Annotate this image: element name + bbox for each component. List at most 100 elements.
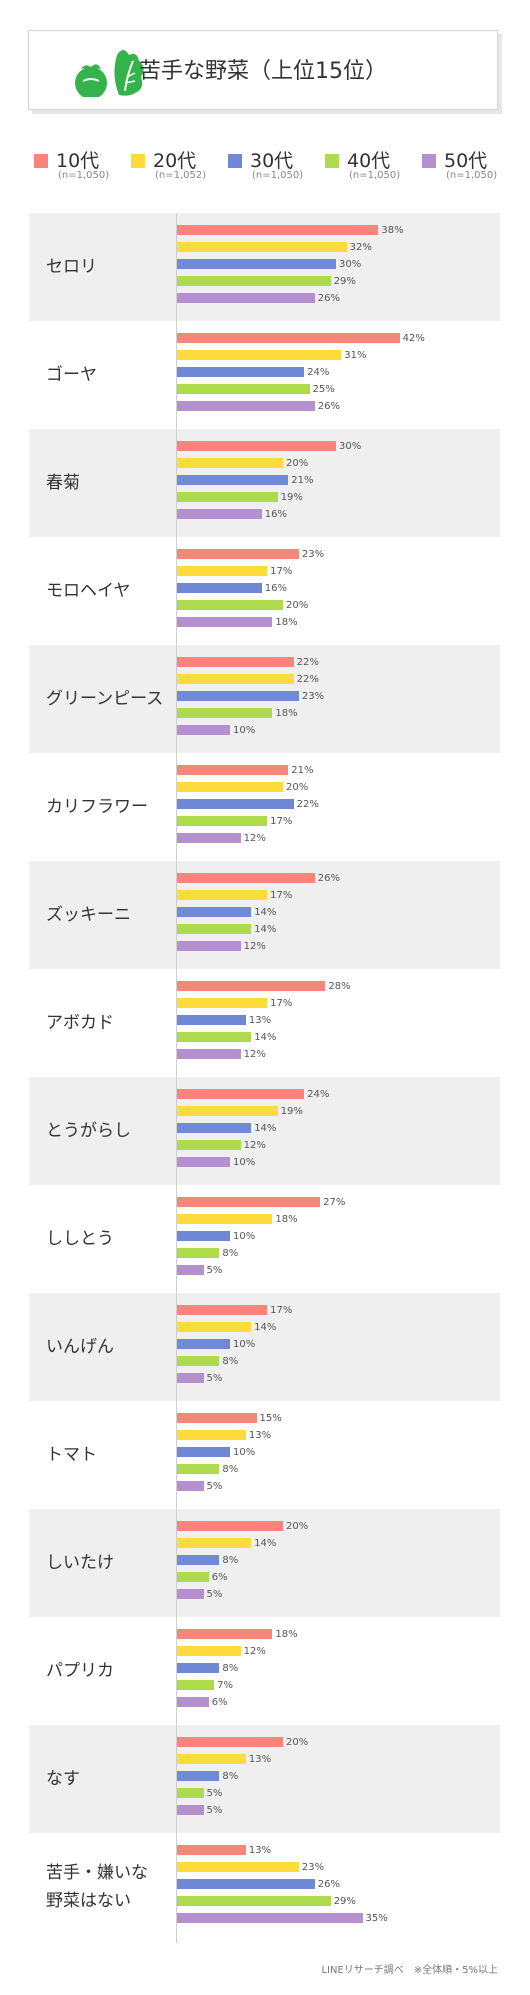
value-label: 20%: [286, 782, 309, 793]
bar-10s: [177, 1413, 257, 1423]
bar-30s: [177, 1015, 246, 1025]
bar-40s: [177, 1572, 209, 1582]
value-label: 20%: [286, 458, 309, 469]
value-label: 14%: [254, 1032, 277, 1043]
category-label: 野菜はない: [46, 1891, 131, 1911]
bar-30s: [177, 1339, 230, 1349]
vegetable-icon: [75, 50, 144, 97]
value-label: 6%: [211, 1697, 228, 1708]
bar-30s: [177, 1555, 220, 1565]
value-label: 30%: [339, 441, 362, 452]
value-label: 12%: [243, 941, 266, 952]
value-label: 8%: [222, 1771, 239, 1782]
legend-sample-size: (n=1,050): [58, 170, 110, 181]
value-label: 23%: [301, 1862, 325, 1873]
value-label: 6%: [211, 1572, 228, 1583]
bar-40s: [177, 276, 331, 286]
bar-50s: [177, 401, 315, 411]
bar-20s: [177, 1322, 252, 1332]
value-label: 29%: [333, 1896, 356, 1907]
bar-40s: [177, 708, 273, 718]
value-label: 23%: [301, 691, 325, 702]
y-axis-line: [176, 213, 177, 1943]
value-label: 5%: [206, 1589, 223, 1600]
value-label: 22%: [296, 799, 319, 810]
bar-10s: [177, 1197, 321, 1207]
value-label: 14%: [254, 907, 277, 918]
category-label: なす: [46, 1769, 80, 1789]
bar-20s: [177, 350, 342, 360]
bar-50s: [177, 293, 315, 303]
legend-swatch: [325, 154, 339, 168]
bar-20s: [177, 1214, 273, 1224]
value-label: 32%: [349, 242, 372, 253]
value-label: 13%: [248, 1015, 272, 1026]
value-label: 13%: [248, 1754, 272, 1765]
category-label: ゴーヤ: [46, 365, 97, 385]
bar-40s: [177, 492, 278, 502]
bar-20s: [177, 782, 283, 792]
bar-10s: [177, 225, 379, 235]
value-label: 8%: [222, 1248, 239, 1259]
value-label: 25%: [312, 384, 335, 395]
bar-20s: [177, 674, 294, 684]
value-label: 23%: [301, 549, 325, 560]
category-label: グリーンピース: [46, 689, 164, 709]
value-label: 16%: [264, 583, 288, 594]
value-label: 20%: [286, 1737, 309, 1748]
category-label: トマト: [46, 1445, 97, 1465]
legend-sample-size: (n=1,050): [446, 170, 498, 181]
value-label: 42%: [402, 333, 425, 344]
bar-20s: [177, 1430, 246, 1440]
bar-50s: [177, 1481, 204, 1491]
bar-20s: [177, 998, 268, 1008]
bar-50s: [177, 1697, 209, 1707]
footnote: LINEリサーチ調べ ※全体順・5%以上: [321, 1965, 498, 1976]
bar-10s: [177, 981, 326, 991]
legend: 10代 (n=1,050) 20代 (n=1,052) 30代 (n=1,050) 40代(…: [34, 146, 514, 186]
bar-20s: [177, 890, 268, 900]
category-label: しいたけ: [46, 1553, 114, 1573]
legend-swatch: [228, 154, 242, 168]
category-label: モロヘイヤ: [46, 581, 131, 601]
bar-10s: [177, 1521, 283, 1531]
bar-30s: [177, 259, 336, 269]
value-label: 22%: [296, 657, 319, 668]
bar-10s: [177, 1629, 273, 1639]
bar-30s: [177, 1123, 252, 1133]
value-label: 26%: [317, 873, 341, 884]
bar-10s: [177, 549, 299, 559]
value-label: 13%: [248, 1845, 272, 1856]
value-label: 18%: [275, 617, 298, 628]
value-label: 18%: [275, 1629, 298, 1640]
value-label: 18%: [275, 708, 298, 719]
bar-50s: [177, 1589, 204, 1599]
value-label: 10%: [233, 1339, 256, 1350]
value-label: 5%: [206, 1265, 223, 1276]
legend-swatch: [131, 154, 145, 168]
bar-50s: [177, 1049, 241, 1059]
value-label: 31%: [344, 350, 367, 361]
bar-30s: [177, 1879, 315, 1889]
bar-10s: [177, 1089, 305, 1099]
value-label: 5%: [206, 1788, 223, 1799]
bar-40s: [177, 1464, 220, 1474]
value-label: 30%: [339, 259, 362, 270]
value-label: 22%: [296, 674, 319, 685]
legend-label: 50代: [444, 150, 488, 172]
bar-20s: [177, 242, 347, 252]
value-label: 12%: [243, 1140, 266, 1151]
value-label: 17%: [270, 566, 293, 577]
bar-20s: [177, 1646, 241, 1656]
value-label: 18%: [275, 1214, 298, 1225]
bar-20s: [177, 1862, 299, 1872]
value-label: 19%: [280, 1106, 303, 1117]
value-label: 20%: [286, 1521, 309, 1532]
value-label: 17%: [270, 890, 293, 901]
bar-30s: [177, 475, 289, 485]
legend-swatch: [422, 154, 436, 168]
value-label: 26%: [317, 401, 341, 412]
value-label: 15%: [259, 1413, 282, 1424]
value-label: 21%: [291, 475, 314, 486]
bar-40s: [177, 1248, 220, 1258]
